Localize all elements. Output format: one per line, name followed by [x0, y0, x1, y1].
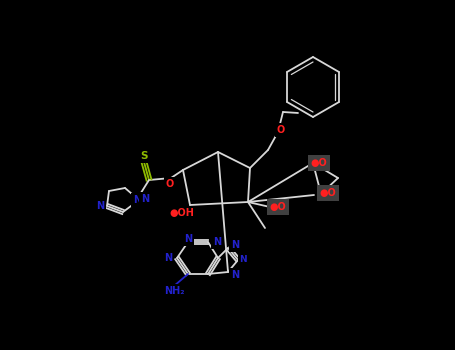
Text: ●O: ●O [270, 202, 286, 212]
Text: ●O: ●O [311, 158, 328, 168]
Text: N: N [231, 270, 239, 280]
Text: ●OH: ●OH [170, 208, 194, 218]
Text: NH₂: NH₂ [164, 286, 184, 296]
Text: N: N [184, 234, 192, 244]
Text: ●O: ●O [319, 188, 336, 198]
Text: N: N [164, 253, 172, 263]
Text: N: N [239, 256, 247, 265]
Text: O: O [277, 125, 285, 135]
Text: N: N [96, 201, 104, 211]
Text: N: N [141, 194, 149, 204]
Text: O: O [166, 179, 174, 189]
Text: N: N [133, 195, 141, 205]
Text: S: S [140, 151, 148, 161]
Text: N: N [231, 240, 239, 250]
Text: N: N [213, 237, 221, 247]
